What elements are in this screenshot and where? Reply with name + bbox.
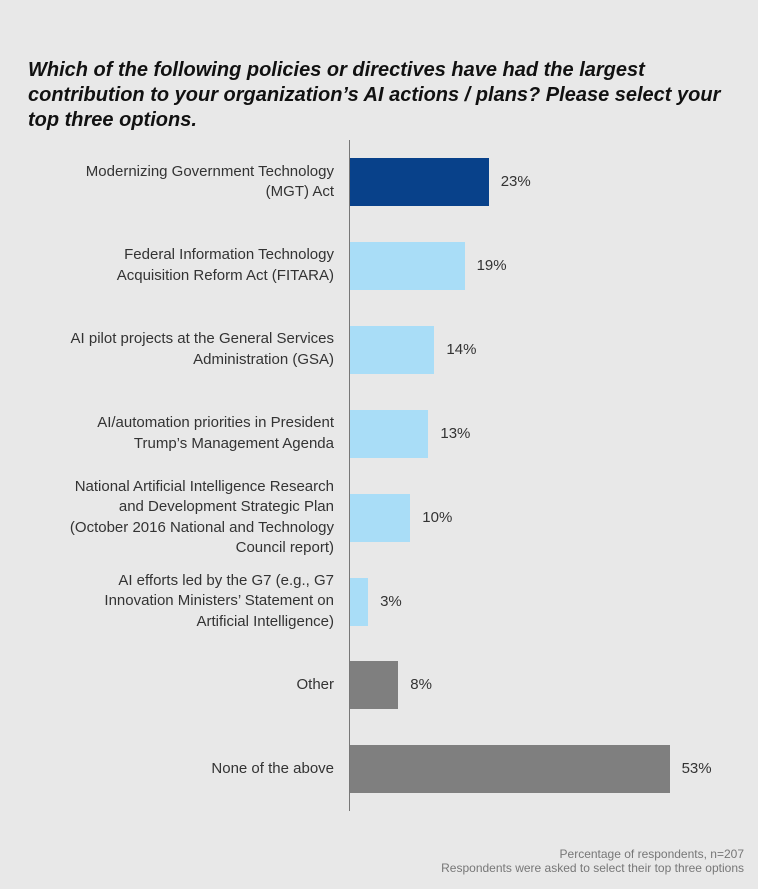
bar (350, 158, 489, 206)
category-label-line: Administration (GSA) (193, 350, 334, 368)
category-label-line: AI/automation priorities in President (97, 414, 334, 432)
footnote-note: Respondents were asked to select their t… (441, 861, 744, 875)
data-label: 23% (500, 173, 531, 190)
chart-title: Which of the following policies or direc… (28, 59, 721, 131)
category-label-line: Innovation Ministers’ Statement on (104, 592, 334, 610)
category-label: National Artificial Intelligence Researc… (70, 477, 334, 559)
category-label: AI efforts led by the G7 (e.g., G7 Innova… (104, 571, 334, 633)
data-label: 53% (681, 760, 712, 778)
y-axis-line (349, 140, 350, 811)
bar (350, 241, 465, 290)
category-label-line: (MGT) Act (265, 183, 334, 200)
category-label-line: Acquisition Reform Act (FITARA) (116, 266, 334, 284)
data-label: 3% (380, 592, 402, 610)
category-label: AI pilot projects at the General Service… (71, 329, 334, 370)
bar (350, 745, 670, 794)
bar (350, 409, 429, 458)
bar (350, 493, 411, 542)
bar (350, 577, 369, 626)
data-label: 10% (422, 508, 453, 526)
category-label-line: Artificial Intelligence) (196, 612, 334, 630)
category-label-line: Council report) (235, 539, 334, 557)
bar (350, 661, 399, 710)
footnote: Percentage of respondents, n=207 Respond… (441, 847, 744, 875)
category-label: AI/automation priorities in President Tru… (97, 413, 334, 454)
category-label-line: Other (296, 676, 334, 694)
category-label: Federal Information Technology Acquisitio… (117, 245, 334, 286)
category-label-line: None of the above (211, 760, 334, 778)
data-label: 14% (446, 340, 477, 358)
category-label-line: Federal Information Technology (124, 246, 334, 264)
category-label-line: AI pilot projects at the General Service… (70, 330, 334, 348)
data-label: 19% (476, 256, 507, 274)
category-label-line: Modernizing Government Technology (85, 162, 334, 180)
category-label-line: (October 2016 National and Technology (69, 518, 334, 536)
footnote-sample: Percentage of respondents, n=207 (559, 847, 744, 861)
bar (350, 325, 435, 374)
category-label: Modernizing Government Technology (MGT) A… (86, 162, 334, 203)
category-label: None of the above (211, 759, 334, 780)
category-label: Other (296, 675, 334, 696)
category-label-line: National Artificial Intelligence Researc… (74, 477, 334, 495)
category-label-line: Trump’s Management Agenda (133, 434, 334, 452)
data-label: 8% (410, 676, 432, 694)
category-label-line: AI efforts led by the G7 (e.g., G7 (118, 571, 334, 589)
data-label: 13% (440, 424, 471, 442)
category-label-line: and Development Strategic Plan (118, 498, 334, 516)
